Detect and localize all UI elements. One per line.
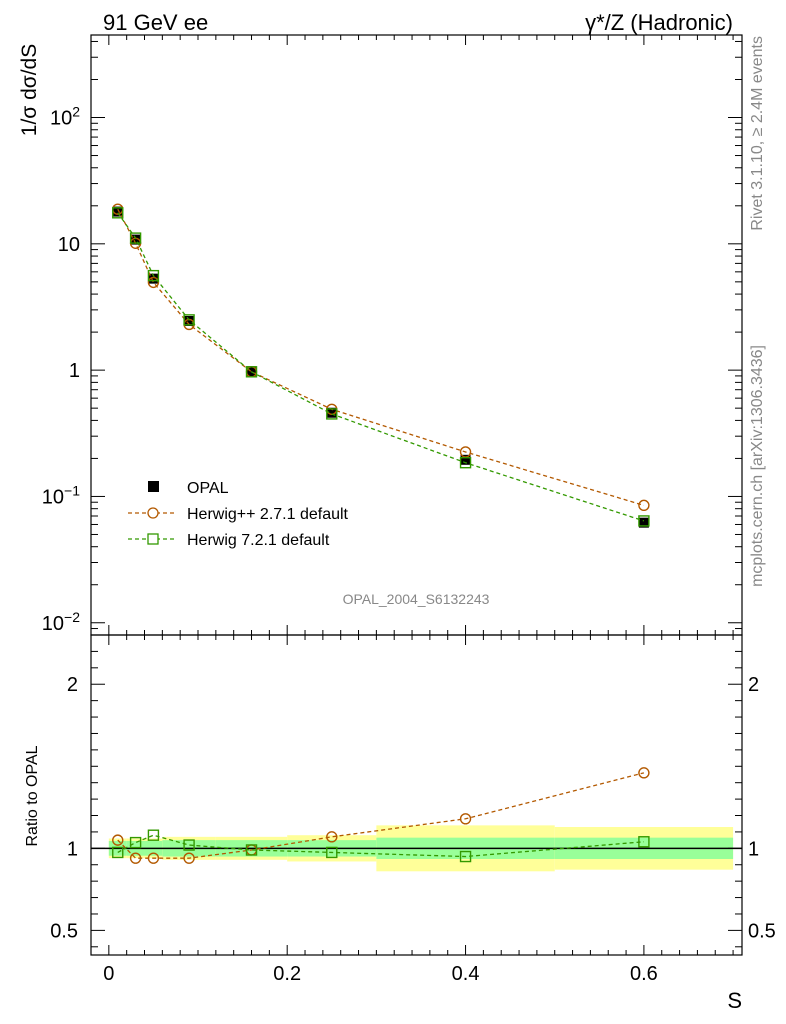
analysis-watermark: OPAL_2004_S6132243 [343, 591, 490, 607]
herwigpp-line [117, 208, 645, 506]
ratio-herwig7-point [459, 850, 472, 863]
legend-marker-herwigpp [147, 507, 159, 519]
ratio-herwigpp-point [147, 852, 160, 864]
ratio-herwig7-point [112, 846, 124, 859]
ratio-herwig7-line [117, 834, 644, 858]
herwigpp-series [112, 203, 650, 512]
header-left-title: 91 GeV ee [103, 10, 208, 35]
x-tick-label: 0 [103, 963, 114, 985]
ratio-herwigpp-point [183, 852, 195, 864]
x-tick-label: 0.6 [630, 963, 658, 985]
x-tick-label: 0.4 [452, 963, 480, 985]
opal-point [638, 517, 649, 528]
ratio-tick-label-right: 0.5 [748, 920, 776, 942]
ratio-herwig7-point [326, 846, 338, 859]
opal-point [112, 206, 123, 217]
herwig7-point [183, 314, 195, 326]
legend-marker-herwig7 [147, 533, 159, 545]
herwig7-point [245, 366, 258, 378]
opal-point [130, 234, 141, 245]
opal-point [460, 454, 471, 465]
ratio-frame [90, 634, 743, 956]
legend-label-herwig7: Herwig 7.2.1 default [187, 532, 330, 549]
ratio-herwigpp-line [117, 772, 645, 859]
ratio-herwigpp-point [459, 813, 472, 825]
mcplots-label: mcplots.cern.ch [arXiv:1306.3436] [749, 345, 766, 587]
opal-point [326, 407, 337, 418]
x-tick-label: 0.2 [273, 963, 301, 985]
legend-entry-herwig7: Herwig 7.2.1 default [128, 532, 330, 549]
ratio-herwigpp-point [129, 852, 142, 864]
y-tick-label: 1 [69, 360, 80, 382]
ratio-herwig7-point [129, 836, 142, 849]
legend-label-opal: OPAL [187, 480, 229, 497]
ratio-herwigpp-point [326, 831, 338, 843]
herwig7-series [112, 207, 650, 527]
legend-label-herwigpp: Herwig++ 2.7.1 default [187, 506, 349, 523]
ratio-herwigpp-point [638, 767, 650, 779]
header-right-title: γ*/Z (Hadronic) [585, 10, 733, 35]
ratio-herwig7-point [245, 844, 258, 856]
ratio-tick-label-right: 1 [748, 838, 759, 860]
ratio-axis-label: Ratio to OPAL [24, 745, 41, 846]
herwigpp-point [459, 446, 472, 458]
ratio-herwig7-series [112, 829, 650, 863]
opal-point [148, 273, 159, 284]
ratio-herwigpp-point [112, 834, 124, 846]
herwig7-line [117, 212, 645, 522]
herwig7-point [129, 232, 142, 244]
herwig7-point [147, 269, 160, 282]
ratio-tick-label: 0.5 [50, 920, 78, 942]
legend-entry-opal: OPAL [148, 480, 229, 497]
main-panel: 10−2 10−1 1 10 102 [42, 34, 743, 955]
herwig7-point [459, 456, 472, 469]
legend-marker-opal [148, 481, 159, 492]
legend-entry-herwigpp: Herwig++ 2.7.1 default [128, 506, 349, 523]
ratio-herwig7-point [638, 836, 650, 848]
y-tick-label: 102 [50, 104, 80, 130]
y-axis-label: 1/σ dσ/dS [18, 44, 41, 136]
herwig7-point [326, 408, 338, 420]
ratio-herwig7-point [183, 839, 195, 851]
opal-point [184, 315, 195, 326]
ratio-tick-label: 1 [67, 838, 78, 860]
ratio-panel: 0 0.2 0.4 0.6 0.5 0.5 1 1 2 2 [50, 634, 776, 985]
rivet-version-label: Rivet 3.1.10, ≥ 2.4M events [749, 36, 766, 231]
y-tick-label: 10−2 [42, 609, 80, 635]
legend: OPAL Herwig++ 2.7.1 default Herwig 7.2.1… [128, 480, 349, 549]
herwigpp-point [638, 499, 650, 512]
ratio-herwig7-point [147, 829, 160, 841]
y-tick-label: 10 [58, 234, 80, 256]
x-axis-label: S [727, 988, 742, 1013]
herwig7-point [638, 515, 650, 527]
y-tick-label: 10−1 [42, 482, 80, 508]
herwig7-point [112, 207, 124, 219]
ratio-tick-label: 2 [67, 674, 78, 696]
ratio-tick-label-right: 2 [748, 674, 759, 696]
